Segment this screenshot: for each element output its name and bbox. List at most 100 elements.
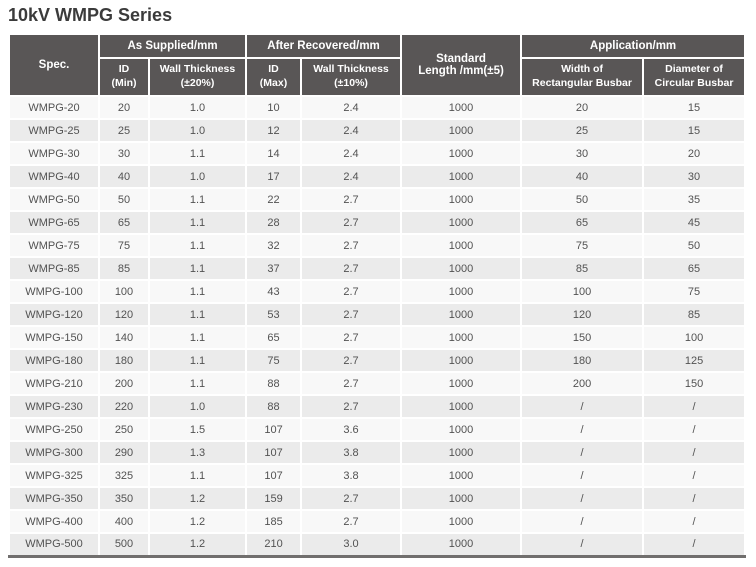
diameter-circular-busbar-cell: 45 [642, 210, 747, 235]
wall-thickness-20-cell: 1.5 [147, 417, 248, 442]
table-row: WMPG-350 350 1.2 159 2.7 1000// [8, 486, 747, 511]
header-application: Application/mm [520, 33, 747, 59]
header-id-min: ID (Min) [98, 57, 150, 97]
wall-thickness-20-cell: 1.2 [147, 532, 248, 557]
standard-length-cell: 1000 [400, 371, 523, 396]
spec-cell: WMPG-100 [8, 279, 100, 304]
standard-length-cell: 1000 [400, 141, 523, 166]
id-min-cell: 40 [98, 164, 150, 189]
standard-length-cell: 1000 [400, 118, 523, 143]
table-row: WMPG-50 50 1.1 22 2.7 1000 50 35 [8, 187, 747, 212]
spec-cell: WMPG-150 [8, 325, 100, 350]
diameter-circular-busbar-cell: 30 [642, 164, 747, 189]
wall-thickness-20-cell: 1.1 [147, 141, 248, 166]
width-rectangular-busbar-cell: / [520, 440, 645, 465]
id-max-cell: 32 [245, 233, 303, 258]
diameter-circular-busbar-cell: / [642, 417, 747, 442]
table-row: WMPG-150 140 1.1 65 2.7 1000 150 100 [8, 325, 747, 350]
wall-thickness-20-cell: 1.1 [147, 302, 248, 327]
diameter-circular-busbar-cell: 35 [642, 187, 747, 212]
width-rectangular-busbar-cell: 50 [520, 187, 645, 212]
wall-thickness-20-cell: 1.1 [147, 210, 248, 235]
id-max-cell: 12 [245, 118, 303, 143]
id-max-cell: 159 [245, 486, 303, 511]
standard-length-cell: 1000 [400, 348, 523, 373]
width-rectangular-busbar-cell: 120 [520, 302, 645, 327]
header-as-supplied: As Supplied/mm [97, 33, 248, 59]
diameter-circular-busbar-cell: 150 [642, 371, 747, 396]
table-row: WMPG-75 75 1.1 32 2.7 1000 75 50 [8, 233, 747, 258]
wall-thickness-10-cell: 2.7 [300, 210, 403, 235]
wall-thickness-20-cell: 1.1 [147, 256, 248, 281]
spec-cell: WMPG-210 [8, 371, 100, 396]
id-min-cell: 75 [98, 233, 150, 258]
diameter-circular-busbar-cell: 15 [642, 95, 747, 120]
width-rectangular-busbar-cell: 65 [520, 210, 645, 235]
id-max-cell: 107 [245, 417, 303, 442]
id-max-cell: 107 [245, 463, 303, 488]
id-max-cell: 43 [245, 279, 303, 304]
id-max-cell: 88 [245, 371, 303, 396]
id-max-cell: 22 [245, 187, 303, 212]
table-row: WMPG-230 220 1.0 88 2.7 1000// [8, 394, 747, 419]
header-spec: Spec. [8, 33, 100, 97]
spec-cell: WMPG-250 [8, 417, 100, 442]
spec-cell: WMPG-120 [8, 302, 100, 327]
table-row: WMPG-120 120 1.1 53 2.7 1000 120 85 [8, 302, 747, 327]
table-body: WMPG-20 20 1.0 10 2.4 1000 20 15 WMPG-25 25 1.0 12 2… [8, 95, 747, 557]
spec-cell: WMPG-500 [8, 532, 100, 557]
wall-thickness-10-cell: 3.0 [300, 532, 403, 557]
diameter-circular-busbar-cell: 15 [642, 118, 747, 143]
spec-table: Spec. As Supplied/mm After Recovered/mm … [8, 33, 747, 558]
header-after-recovered: After Recovered/mm [245, 33, 403, 59]
wall-thickness-10-cell: 2.7 [300, 371, 403, 396]
width-rectangular-busbar-cell: / [520, 486, 645, 511]
wall-thickness-20-cell: 1.1 [147, 325, 248, 350]
id-min-cell: 400 [98, 509, 150, 534]
standard-length-cell: 1000 [400, 302, 523, 327]
table-row: WMPG-325 325 1.1 107 3.8 1000// [8, 463, 747, 488]
width-rectangular-busbar-cell: / [520, 394, 645, 419]
table-row: WMPG-400 400 1.2 185 2.7 1000// [8, 509, 747, 534]
wall-thickness-10-cell: 3.6 [300, 417, 403, 442]
table-row: WMPG-210 200 1.1 88 2.7 1000 200 150 [8, 371, 747, 396]
width-rectangular-busbar-cell: 100 [520, 279, 645, 304]
standard-length-cell: 1000 [400, 279, 523, 304]
wall-thickness-20-cell: 1.2 [147, 486, 248, 511]
header-group-row: Spec. As Supplied/mm After Recovered/mm … [8, 33, 747, 97]
id-max-cell: 75 [245, 348, 303, 373]
id-min-cell: 500 [98, 532, 150, 557]
wall-thickness-10-cell: 2.7 [300, 348, 403, 373]
spec-cell: WMPG-325 [8, 463, 100, 488]
spec-cell: WMPG-25 [8, 118, 100, 143]
diameter-circular-busbar-cell: / [642, 509, 747, 534]
spec-cell: WMPG-350 [8, 486, 100, 511]
spec-cell: WMPG-85 [8, 256, 100, 281]
table-row: WMPG-180 180 1.1 75 2.7 1000 180 125 [8, 348, 747, 373]
id-min-cell: 25 [98, 118, 150, 143]
diameter-circular-busbar-cell: 125 [642, 348, 747, 373]
width-rectangular-busbar-cell: 20 [520, 95, 645, 120]
id-max-cell: 210 [245, 532, 303, 557]
spec-cell: WMPG-40 [8, 164, 100, 189]
width-rectangular-busbar-cell: / [520, 509, 645, 534]
wall-thickness-20-cell: 1.1 [147, 279, 248, 304]
standard-length-cell: 1000 [400, 325, 523, 350]
standard-length-cell: 1000 [400, 233, 523, 258]
table-row: WMPG-85 85 1.1 37 2.7 1000 85 65 [8, 256, 747, 281]
standard-length-cell: 1000 [400, 532, 523, 557]
spec-cell: WMPG-180 [8, 348, 100, 373]
diameter-circular-busbar-cell: / [642, 440, 747, 465]
table-row: WMPG-25 25 1.0 12 2.4 1000 25 15 [8, 118, 747, 143]
table-row: WMPG-250 250 1.5 107 3.6 1000// [8, 417, 747, 442]
table-row: WMPG-30 30 1.1 14 2.4 1000 30 20 [8, 141, 747, 166]
spec-cell: WMPG-230 [8, 394, 100, 419]
id-min-cell: 200 [98, 371, 150, 396]
spec-cell: WMPG-20 [8, 95, 100, 120]
diameter-circular-busbar-cell: / [642, 532, 747, 557]
id-min-cell: 140 [98, 325, 150, 350]
standard-length-cell: 1000 [400, 394, 523, 419]
wall-thickness-20-cell: 1.1 [147, 463, 248, 488]
header-wall-thickness-10: Wall Thickness (±10%) [300, 57, 403, 97]
wall-thickness-20-cell: 1.1 [147, 371, 248, 396]
